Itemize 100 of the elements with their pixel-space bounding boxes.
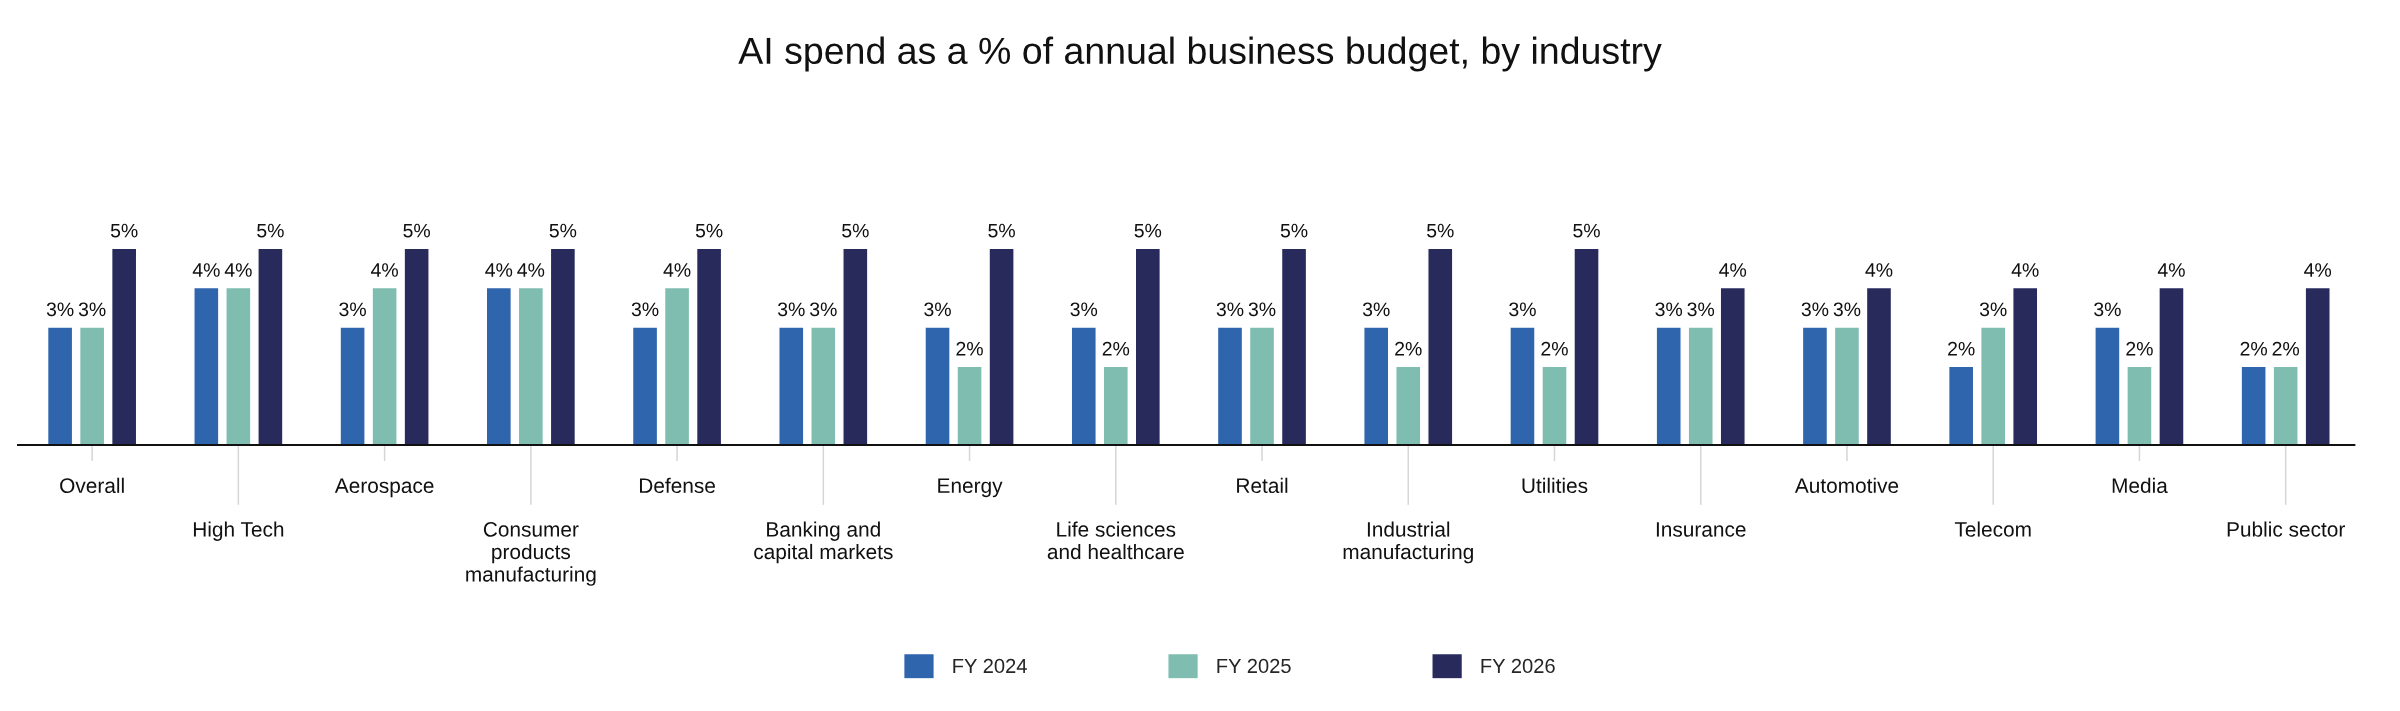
bar: [2094, 326, 2121, 446]
data-label: 3%: [1509, 302, 1536, 317]
x-tick-label: Industrial manufacturing: [1343, 521, 1473, 564]
bar: [549, 247, 577, 446]
bar: [778, 326, 805, 446]
data-label: 4%: [663, 263, 691, 277]
data-label: 5%: [110, 223, 138, 238]
bar: [1427, 247, 1454, 446]
bar: [339, 326, 366, 446]
data-label: 3%: [1833, 302, 1861, 317]
bar: [193, 286, 220, 446]
bar: [257, 247, 284, 446]
data-label: 5%: [1280, 223, 1308, 238]
bar: [78, 326, 106, 446]
x-tick-label: Telecom: [1954, 521, 2031, 537]
data-label: 5%: [842, 223, 869, 238]
data-label: 3%: [810, 302, 837, 317]
bar: [1541, 365, 1568, 446]
bar: [1395, 365, 1422, 446]
data-label: 3%: [1801, 302, 1829, 317]
data-label: 2%: [2240, 341, 2267, 356]
data-label: 5%: [1134, 223, 1162, 238]
data-label: 3%: [631, 302, 659, 317]
bar: [1216, 326, 1244, 446]
bar: [1801, 326, 1829, 446]
x-tick-label: Energy: [938, 478, 1003, 498]
data-label: 3%: [1362, 302, 1390, 317]
x-tick-label: Public sector: [2227, 521, 2345, 537]
bar: [1865, 286, 1893, 446]
data-label: 3%: [1655, 302, 1683, 317]
bar: [1363, 326, 1390, 446]
data-label: 2%: [1948, 341, 1975, 356]
data-label: 4%: [1865, 263, 1893, 277]
bar: [2126, 365, 2153, 446]
data-label: 3%: [924, 302, 951, 317]
data-label: 4%: [192, 263, 220, 277]
bar: [924, 326, 951, 446]
data-label: 2%: [1395, 341, 1422, 356]
x-tick-label: Insurance: [1656, 522, 1746, 537]
data-label: 4%: [2304, 263, 2332, 277]
bar: [988, 247, 1015, 446]
bar: [810, 326, 837, 446]
data-label: 4%: [1719, 263, 1747, 277]
x-tick-label: Overall: [60, 477, 124, 494]
bar: [1102, 365, 1129, 446]
bar: [1070, 326, 1097, 446]
bar: [46, 326, 74, 446]
bar: [1509, 326, 1536, 446]
data-label: 4%: [224, 263, 252, 277]
bar: [1833, 326, 1861, 446]
x-tick-label: Aerospace: [334, 478, 434, 498]
data-label: 5%: [988, 223, 1015, 238]
bar: [1248, 326, 1276, 446]
bar: [1655, 326, 1682, 446]
data-label: 4%: [2157, 263, 2185, 277]
bar: [631, 326, 659, 446]
legend-label: FY 2026: [1481, 658, 1555, 674]
x-tick-label: High Tech: [193, 521, 284, 541]
bar: [1134, 247, 1162, 446]
bar: [1280, 247, 1308, 446]
bar: [2012, 286, 2039, 446]
data-label: 2%: [956, 341, 983, 356]
data-label: 3%: [777, 302, 805, 317]
x-tick-label: Retail: [1237, 477, 1288, 494]
bar: [1719, 286, 1746, 446]
data-label: 5%: [403, 223, 430, 238]
data-label: 3%: [1687, 302, 1715, 317]
data-label: 2%: [1541, 341, 1568, 356]
x-tick-label: Utilities: [1522, 477, 1588, 494]
data-label: 5%: [695, 223, 723, 238]
bar: [1573, 247, 1600, 446]
data-label: 4%: [517, 263, 545, 277]
data-label: 5%: [257, 223, 284, 238]
x-tick-label: Defense: [640, 477, 715, 494]
x-tick-label: Banking and capital markets: [754, 521, 893, 564]
data-label: 5%: [1427, 223, 1454, 238]
data-label: 2%: [1102, 341, 1130, 356]
bar: [517, 286, 545, 446]
x-tick-label: Consumer products manufacturing: [466, 522, 596, 586]
x-tick-label: Automotive: [1794, 477, 1899, 494]
data-label: 3%: [1248, 302, 1276, 317]
bar: [2158, 286, 2185, 446]
data-label: 2%: [2126, 341, 2153, 356]
data-label: 3%: [339, 302, 366, 317]
bar: [842, 247, 869, 446]
bar: [2304, 286, 2331, 446]
data-label: 5%: [1573, 223, 1600, 238]
data-label: 3%: [1979, 302, 2007, 317]
data-label: 4%: [2011, 263, 2039, 277]
bar: [695, 247, 723, 446]
bar: [485, 286, 513, 446]
data-label: 4%: [485, 263, 513, 277]
bar: [403, 247, 430, 446]
x-tick-label: Media: [2112, 477, 2168, 494]
bar: [110, 247, 138, 446]
chart-title: AI spend as a % of annual business budget, by industry: [738, 36, 1662, 72]
bar: [956, 365, 983, 446]
bar: [2272, 365, 2299, 446]
bar: [1687, 326, 1714, 446]
data-label: 4%: [371, 263, 398, 277]
